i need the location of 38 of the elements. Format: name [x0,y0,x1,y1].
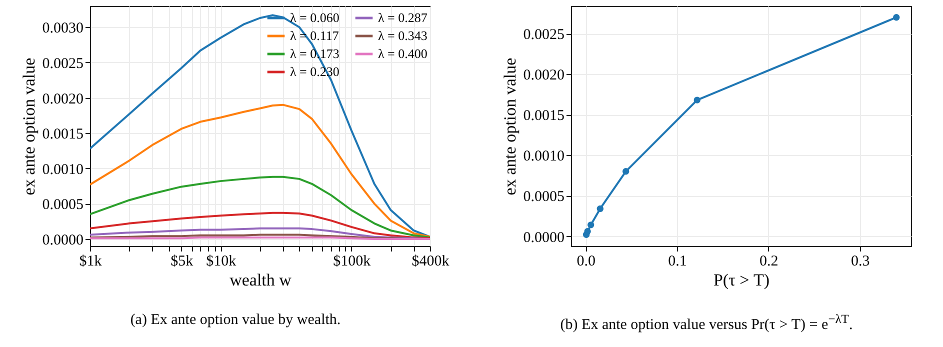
legend-label: λ = 0.287 [378,10,428,25]
y-tick-label: 0.0015 [42,126,84,143]
x-axis-title: P(τ > T) [712,270,770,290]
x-tick-label: $100k [333,254,372,270]
y-tick-label: 0.0030 [42,20,84,37]
legend-label: λ = 0.400 [378,46,428,61]
y-tick-label: 0.0000 [522,230,564,246]
x-tick-label: 0.2 [759,254,778,270]
y-tick-label: 0.0010 [522,148,564,165]
point [596,205,604,212]
y-tick-label: 0.0020 [42,91,84,108]
x-tick-label: 0.3 [850,254,870,270]
point [892,14,900,21]
y-tick-label: 0.0020 [522,68,564,84]
y-tick-label: 0.0010 [42,162,84,178]
text: (a) Ex ante option value by wealth. [130,312,341,329]
x-tick-label: $1k [79,254,102,270]
x-tick-label: $400k [412,254,450,270]
x-tick-label: $5k [170,254,194,270]
y-tick-label: 0.0025 [522,27,564,44]
point [622,168,629,175]
y-tick-label: 0.0005 [522,189,564,206]
x-tick-label: 0.0 [576,254,595,270]
x-tick-label: $10k [206,254,237,270]
y-axis-title: ex ante option value [500,58,519,196]
legend-label: λ = 0.060 [290,10,340,25]
y-tick-label: 0.0005 [42,197,84,214]
point [693,96,700,104]
point [584,228,590,235]
x-axis-title: wealth w [230,270,292,290]
point [586,222,594,228]
legend-label: λ = 0.343 [378,28,428,43]
y-tick-label: 0.0000 [42,232,84,248]
y-tick-label: 0.0025 [42,56,84,72]
y-axis-title: ex ante option value [19,58,38,196]
text: (b) Ex ante option value versus Pr(τ > T) = e$^{−λT}$. [560,312,853,334]
x-tick-label: 0.1 [668,254,686,270]
y-tick-label: 0.0015 [522,108,564,124]
